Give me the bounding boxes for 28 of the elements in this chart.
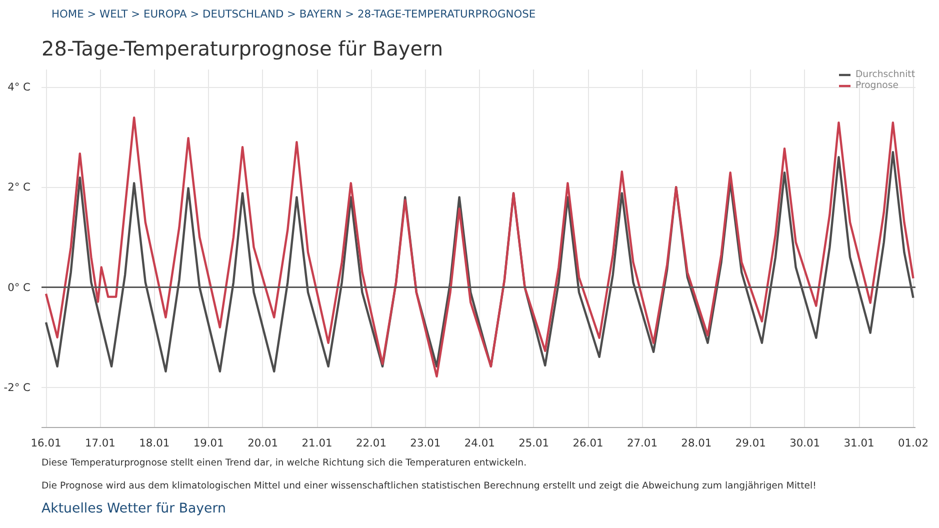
legend-label: Durchschnitt — [856, 69, 915, 80]
x-tick-label: 30.01 — [790, 436, 820, 450]
text: Aktuelles Wetter für Bayern — [42, 502, 226, 516]
x-tick-label: 20.01 — [248, 436, 278, 450]
x-tick-label: 27.01 — [626, 436, 658, 450]
x-tick-label: 16.01 — [30, 436, 62, 450]
x-tick-label: 22.01 — [356, 436, 386, 450]
chart-subtitle: HOME > WELT > EUROPA > DEUTSCHLAND > BAYERN > 28-TAGE-TEMPERATURPROGNOSE — [52, 8, 536, 20]
y-tick-label: 2° C — [8, 180, 30, 194]
legend-label: Prognose — [856, 80, 898, 91]
x-tick-label: 24.01 — [464, 436, 495, 450]
x-tick-label: 28.01 — [681, 436, 712, 450]
text: Diese Temperaturprognose stellt einen Trend dar, in welche Richtung sich die Temperaturen entwickeln. — [42, 458, 527, 468]
chart-title: 28-Tage-Temperaturprognose für Bayern — [42, 36, 444, 60]
y-tick-label: 0° C — [8, 280, 30, 294]
x-tick-label: 26.01 — [572, 436, 604, 450]
x-tick-label: 31.01 — [844, 436, 874, 450]
x-tick-label: 01.02 — [898, 436, 929, 450]
x-tick-label: 17.01 — [84, 436, 116, 450]
y-tick-label: 4° C — [8, 80, 30, 94]
text: Die Prognose wird aus dem klimatologischen Mittel und einer wissenschaftlichen statistischen Berechnung erstellt und zeigt die Abweichung zum langjährigen Mittel! — [42, 480, 816, 492]
x-tick-label: 18.01 — [139, 436, 170, 450]
x-tick-label: 25.01 — [518, 436, 550, 450]
x-tick-label: 29.01 — [735, 436, 766, 450]
x-tick-label: 19.01 — [193, 436, 224, 450]
y-tick-label: -2° C — [4, 380, 30, 394]
x-tick-label: 21.01 — [302, 436, 332, 450]
x-tick-label: 23.01 — [410, 436, 441, 450]
